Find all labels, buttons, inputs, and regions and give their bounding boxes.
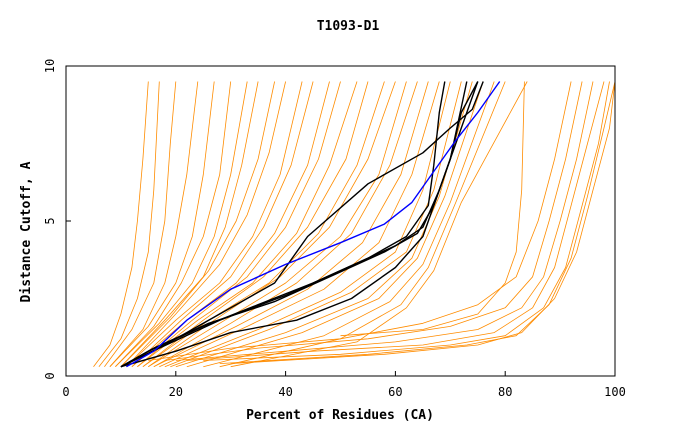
x-tick-label: 60: [388, 385, 402, 399]
series-line-35: [219, 81, 616, 364]
series-line-11: [126, 81, 303, 367]
series-line-30: [148, 81, 572, 361]
series-line-12: [131, 81, 314, 367]
series-line-20: [153, 81, 418, 368]
series-line-37: [340, 81, 525, 337]
series-line-16: [142, 81, 369, 368]
series-line-25: [175, 81, 473, 368]
chart-title: T1093-D1: [317, 19, 380, 34]
series-line-34: [203, 81, 610, 361]
tick-layer: 0 20 40 60 80 100 0 5 10: [43, 59, 626, 399]
series-line-28: [219, 81, 506, 368]
y-tick-label: 0: [43, 372, 57, 379]
series-line-3: [104, 81, 177, 367]
series-line-21: [153, 81, 429, 368]
x-tick-label: 0: [62, 385, 69, 399]
plot-frame: [65, 65, 616, 377]
series-line-29: [230, 81, 528, 368]
series-line-14: [137, 81, 341, 368]
x-tick-label: 100: [604, 385, 626, 399]
series-line-8: [120, 81, 259, 367]
series-line-31: [164, 81, 583, 361]
series-line-38: [120, 81, 446, 368]
series-line-41: [120, 81, 484, 368]
y-tick-label: 10: [43, 59, 57, 73]
series-line-40: [120, 81, 479, 368]
series-line-6: [115, 81, 232, 367]
series-line-33: [186, 81, 605, 361]
series-line-1: [93, 81, 149, 367]
y-tick-label: 5: [43, 217, 57, 224]
series-line-2: [98, 81, 160, 367]
series-line-5: [109, 81, 215, 367]
series-line-23: [164, 81, 451, 368]
y-axis-label: Distance Cutoff, A: [19, 161, 34, 302]
series-line-18: [148, 81, 396, 368]
series-line-4: [109, 81, 199, 367]
series-line-27: [203, 81, 495, 368]
series-line-10: [126, 81, 286, 367]
series-line-19: [148, 81, 407, 368]
x-tick-label: 40: [278, 385, 292, 399]
series-line-36: [230, 81, 616, 364]
series-layer: [93, 81, 616, 368]
x-tick-label: 20: [169, 385, 183, 399]
series-line-9: [120, 81, 275, 367]
x-axis-label: Percent of Residues (CA): [246, 408, 434, 423]
series-line-7: [115, 81, 248, 367]
series-line-24: [170, 81, 462, 368]
series-line-26: [186, 81, 484, 368]
series-line-15: [137, 81, 358, 368]
series-line-43: [126, 81, 501, 368]
x-tick-label: 80: [498, 385, 512, 399]
series-line-32: [175, 81, 594, 361]
